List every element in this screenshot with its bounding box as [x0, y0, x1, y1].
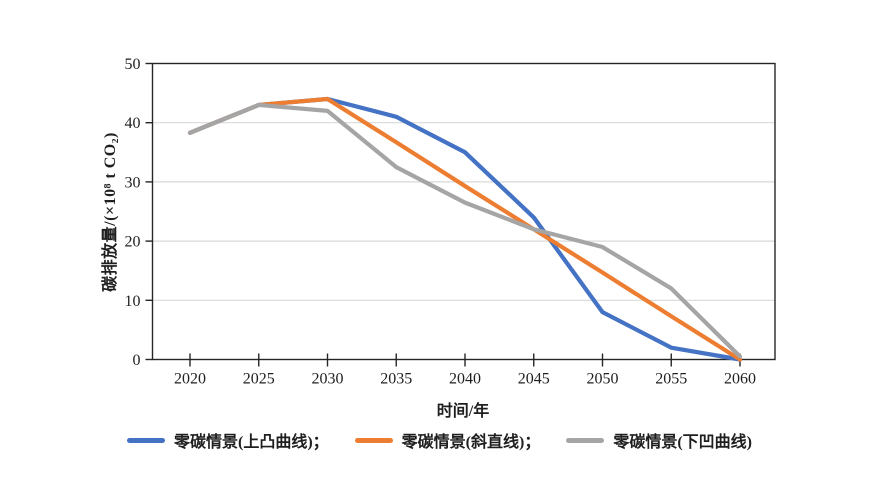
svg-text:30: 30 — [125, 174, 141, 191]
y-axis-title: 碳排放量/(×10⁸ t CO₂) — [102, 132, 119, 292]
svg-text:2055: 2055 — [655, 371, 687, 388]
legend-label: 零碳情景(下凹曲线) — [613, 434, 752, 451]
legend-item-concave: 零碳情景(下凹曲线) — [566, 428, 752, 452]
legend: 零碳情景(上凸曲线)； 零碳情景(斜直线)； 零碳情景(下凹曲线) — [0, 428, 879, 452]
legend-swatch-gray-line — [566, 437, 605, 443]
svg-text:2050: 2050 — [587, 371, 619, 388]
legend-item-convex: 零碳情景(上凸曲线)； — [126, 428, 329, 452]
x-axis-title: 时间/年 — [436, 403, 490, 420]
legend-swatch-orange-line — [354, 437, 393, 443]
svg-text:20: 20 — [125, 234, 141, 251]
legend-label: 零碳情景(上凸曲线)； — [173, 434, 329, 451]
legend-swatch-blue-line — [126, 437, 165, 443]
svg-text:50: 50 — [125, 56, 141, 73]
svg-text:10: 10 — [125, 293, 141, 310]
svg-text:0: 0 — [133, 352, 141, 369]
svg-text:2020: 2020 — [174, 371, 206, 388]
svg-text:2030: 2030 — [312, 371, 344, 388]
legend-item-straight: 零碳情景(斜直线)； — [354, 428, 541, 452]
svg-text:2060: 2060 — [724, 371, 756, 388]
svg-text:40: 40 — [125, 115, 141, 132]
svg-text:2045: 2045 — [518, 371, 550, 388]
svg-text:2035: 2035 — [380, 371, 412, 388]
legend-label: 零碳情景(斜直线)； — [401, 434, 541, 451]
svg-text:2040: 2040 — [449, 371, 481, 388]
svg-text:2025: 2025 — [243, 371, 275, 388]
